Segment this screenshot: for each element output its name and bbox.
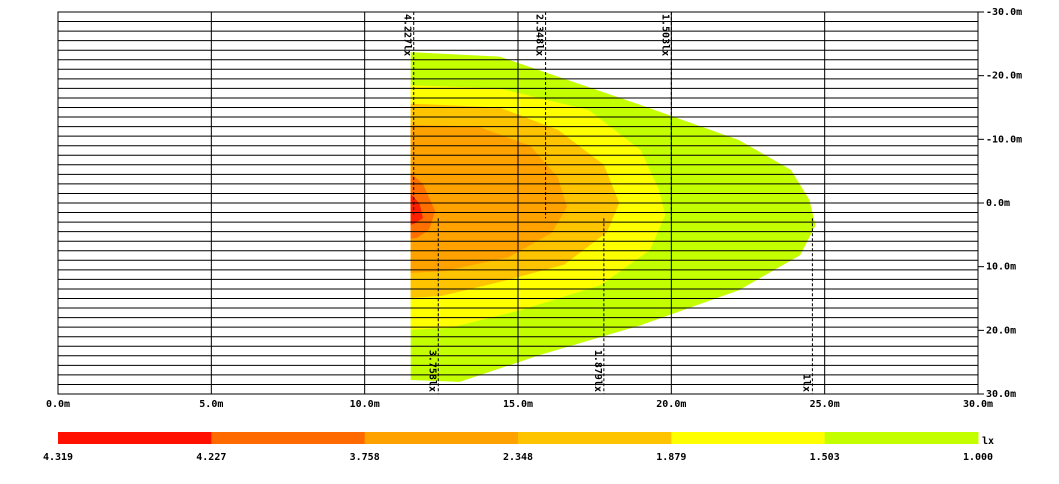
contour-label: 3.758lx [426,350,437,392]
contour-label: 1.503lx [659,14,670,56]
colorbar-label: 1.000 [963,452,993,463]
y-tick-label: -10.0m [986,134,1022,145]
colorbar-segment [211,432,366,444]
isolux-region [410,124,568,274]
contour-label: 2.348lx [534,14,545,56]
colorbar-segment [671,432,826,444]
x-tick-label: 20.0m [656,399,686,410]
y-tick-label: -20.0m [986,71,1022,82]
colorbar-unit: lx [982,436,994,447]
colorbar-label: 4.227 [196,452,226,463]
colorbar-label: 2.348 [503,452,533,463]
x-tick-label: 15.0m [503,399,533,410]
contour-label: 4.227lx [402,14,413,56]
isolux-region [410,193,423,225]
y-tick-label: 0.0m [986,198,1010,209]
colorbar-label: 1.879 [656,452,686,463]
y-tick-label: 30.0m [986,389,1016,400]
plot-border [57,11,979,395]
colorbar-segment [364,432,519,444]
colorbar-label: 4.319 [43,452,73,463]
y-tick-label: 20.0m [986,325,1016,336]
colorbar-label: 1.503 [810,452,840,463]
contour-label: 1.879lx [592,350,603,392]
contour-label: 1lx [800,374,811,392]
colorbar-segment [58,432,212,444]
x-tick-label: 5.0m [199,399,223,410]
colorbar-segment [518,432,672,444]
x-tick-label: 0.0m [46,399,70,410]
colorbar-label: 3.758 [350,452,380,463]
x-tick-label: 30.0m [963,399,993,410]
y-tick-label: -30.0m [986,7,1022,18]
x-tick-label: 25.0m [810,399,840,410]
colorbar-segment [824,432,979,444]
y-tick-label: 10.0m [986,262,1016,273]
x-tick-label: 10.0m [350,399,380,410]
